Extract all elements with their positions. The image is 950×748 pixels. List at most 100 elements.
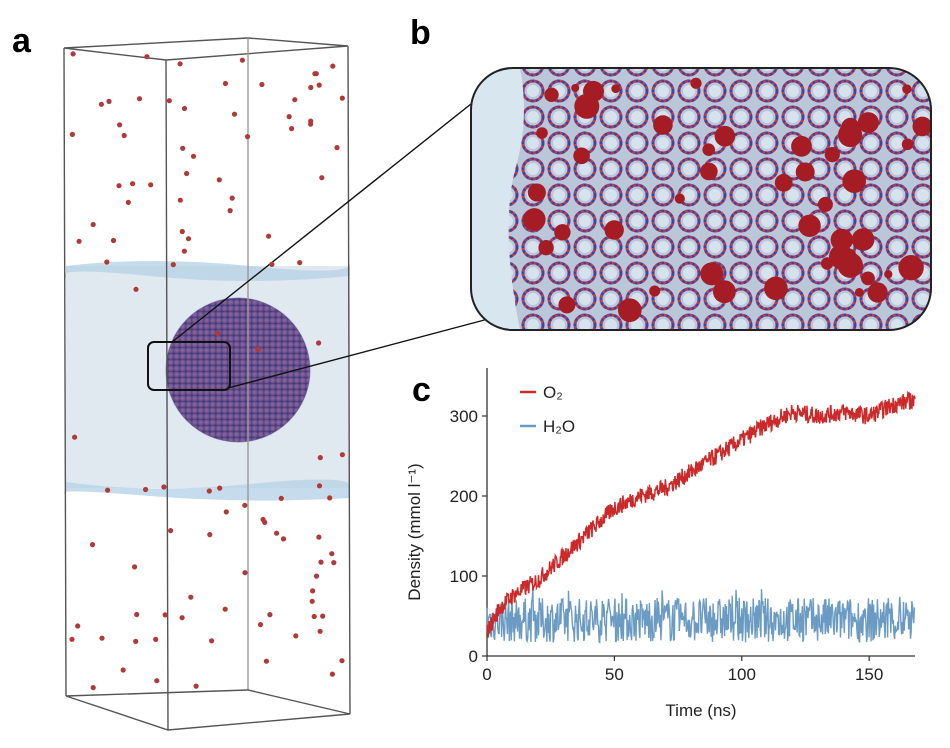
oxygen-molecule (207, 532, 213, 538)
oxygen-molecules (69, 51, 345, 691)
oxygen-molecule (177, 197, 183, 203)
oxygen-molecule (116, 183, 122, 189)
legend-label: O₂ (543, 383, 563, 402)
oxygen-molecule (206, 488, 212, 494)
oxygen-molecule (104, 259, 110, 265)
adsorbed-oxygen-molecule (867, 282, 888, 303)
adsorbed-oxygen-molecule (700, 162, 718, 181)
oxygen-molecule (216, 177, 222, 183)
adsorbed-oxygen-molecule (558, 296, 576, 314)
oxygen-molecule (339, 452, 345, 458)
legend-label: H₂O (543, 417, 575, 436)
oxygen-molecule (330, 63, 336, 69)
adsorbed-oxygen-molecule (795, 162, 815, 182)
oxygen-molecule (154, 678, 160, 684)
adsorbed-oxygen-molecule (583, 80, 604, 102)
adsorbed-oxygen-molecule (538, 240, 554, 256)
oxygen-molecule (242, 502, 248, 508)
oxygen-molecule (289, 126, 295, 132)
series-line-h2o (486, 588, 916, 644)
oxygen-molecule (260, 516, 266, 523)
adsorbed-oxygen-molecule (764, 276, 788, 301)
adsorbed-oxygen-molecule (604, 220, 624, 240)
oxygen-molecule (316, 82, 322, 88)
adsorbed-oxygen-molecule (700, 262, 724, 286)
oxygen-molecule (177, 61, 183, 67)
oxygen-molecule (180, 145, 186, 151)
oxygen-molecule (263, 658, 269, 664)
oxygen-molecule (223, 509, 229, 515)
oxygen-molecule (311, 613, 317, 620)
oxygen-molecule (143, 486, 149, 493)
oxygen-molecule (317, 455, 323, 461)
mof-nanoparticle (166, 298, 310, 442)
adsorbed-oxygen-molecule (798, 214, 821, 237)
oxygen-molecule (153, 636, 159, 643)
oxygen-molecule (181, 105, 188, 112)
oxygen-molecule (75, 623, 81, 629)
oxygen-molecule (316, 534, 322, 540)
adsorbed-oxygen-molecule (837, 252, 863, 278)
adsorbed-oxygen-molecule (901, 138, 914, 151)
oxygen-molecule (286, 114, 292, 120)
oxygen-molecule (161, 484, 167, 490)
oxygen-molecule (170, 262, 176, 268)
oxygen-molecule (89, 542, 96, 548)
adsorbed-oxygen-molecule (824, 147, 840, 163)
adsorbed-oxygen-molecule (857, 112, 879, 134)
adsorbed-oxygen-molecule (649, 285, 661, 297)
y-tick-label: 0 (469, 647, 478, 666)
adsorbed-oxygen-molecule (544, 87, 559, 103)
adsorbed-oxygen-molecule (674, 193, 685, 204)
oxygen-molecule (278, 495, 284, 501)
oxygen-molecule (320, 613, 326, 619)
oxygen-molecule (255, 346, 261, 353)
adsorbed-oxygen-molecule (573, 147, 590, 165)
oxygen-molecule (318, 559, 324, 565)
panel-a-simulation-box (63, 37, 493, 731)
oxygen-molecule (69, 131, 75, 137)
adsorbed-oxygen-molecule (536, 127, 548, 139)
oxygen-molecule (185, 236, 192, 242)
adsorbed-oxygen (523, 77, 931, 323)
panel-label-a: a (12, 22, 31, 60)
oxygen-molecule (162, 612, 168, 618)
oxygen-molecule (148, 182, 154, 188)
oxygen-molecule (179, 615, 185, 621)
oxygen-molecule (90, 221, 96, 228)
oxygen-molecule (133, 286, 139, 292)
oxygen-molecule (317, 628, 323, 634)
oxygen-molecule (229, 195, 235, 201)
oxygen-molecule (209, 638, 215, 644)
oxygen-molecule (329, 671, 335, 677)
oxygen-molecule (327, 495, 333, 501)
oxygen-molecule (144, 54, 150, 60)
adsorbed-oxygen-molecule (523, 208, 546, 231)
x-axis-title: Time (ns) (665, 701, 736, 720)
adsorbed-oxygen-molecule (898, 255, 924, 281)
x-tick-label: 50 (605, 665, 624, 684)
oxygen-molecule (292, 97, 298, 103)
adsorbed-oxygen-molecule (554, 224, 571, 241)
panel-label-b: b (410, 14, 431, 52)
oxygen-molecule (133, 638, 139, 645)
x-tick-label: 100 (728, 665, 756, 684)
oxygen-molecule (190, 153, 197, 159)
adsorbed-oxygen-molecule (690, 77, 702, 89)
oxygen-molecule (121, 132, 127, 139)
oxygen-molecule (309, 598, 315, 604)
oxygen-molecule (76, 238, 82, 244)
adsorbed-oxygen-molecule (713, 280, 736, 304)
oxygen-molecule (331, 560, 337, 566)
y-tick-label: 200 (450, 487, 478, 506)
panel-b-mof-closeup (470, 67, 932, 331)
adsorbed-oxygen-molecule (820, 257, 834, 270)
oxygen-molecule (184, 170, 190, 177)
water-surface-top (63, 261, 351, 281)
inset-frame (470, 67, 932, 331)
oxygen-molecule (132, 564, 138, 570)
x-tick-label: 150 (855, 665, 883, 684)
adsorbed-oxygen-molecule (912, 116, 931, 137)
oxygen-molecule (166, 98, 172, 104)
